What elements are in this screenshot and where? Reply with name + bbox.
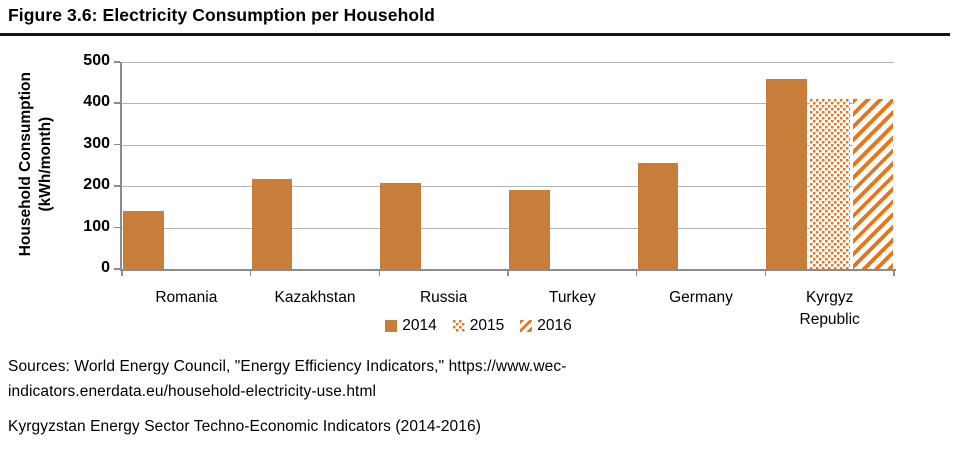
x-tick-mark-3 — [507, 271, 509, 276]
legend-item-2014: 2014 — [385, 317, 437, 335]
x-tick-mark-1 — [249, 271, 252, 276]
x-label-line: Kazakhstan — [274, 289, 356, 306]
x-label-line: Turkey — [548, 289, 596, 306]
x-tick-mark-0 — [121, 271, 123, 276]
legend-label-2014: 2014 — [402, 317, 437, 334]
legend-item-2015: 2015 — [452, 317, 505, 335]
y-tick-mark-200 — [114, 185, 120, 187]
y-tick-mark-400 — [114, 102, 120, 104]
source-line-2: indicators.enerdata.eu/household-electri… — [8, 383, 377, 400]
y-axis-line — [120, 62, 122, 271]
y-axis-title-line2: (kWh/month) — [37, 116, 54, 212]
y-tick-label-300: 300 — [83, 134, 110, 152]
x-label-line: Republic — [799, 310, 860, 328]
legend-label-2016: 2016 — [537, 317, 572, 334]
legend-swatch-2014 — [385, 320, 398, 332]
x-label-turkey: Turkey — [508, 287, 637, 309]
legend-swatch-2015 — [452, 320, 465, 332]
y-tick-mark-500 — [114, 61, 120, 63]
y-tick-label-500: 500 — [83, 52, 110, 69]
gridline-100 — [122, 227, 894, 229]
x-label-line: Romania — [155, 289, 218, 306]
x-label-kyrgyz-republic: Kyrgyz Republic — [765, 287, 894, 330]
y-tick-mark-300 — [114, 143, 120, 146]
y-tick-label-0: 0 — [101, 259, 110, 276]
x-label-russia: Russia — [379, 287, 508, 309]
source-line-1: Sources: World Energy Council, "Energy E… — [8, 358, 567, 375]
bar-2015-kyrgyz-republic — [809, 99, 851, 269]
gridline-300 — [122, 144, 894, 146]
title-underline — [0, 33, 950, 36]
figure-title: Figure 3.6: Electricity Consumption per … — [8, 5, 435, 25]
gridline-400 — [122, 103, 894, 105]
x-tick-mark-5 — [764, 271, 767, 276]
x-label-kazakhstan: Kazakhstan — [251, 287, 380, 309]
bar-2014-kyrgyz-republic — [766, 78, 807, 269]
x-tick-mark-2 — [378, 271, 381, 276]
bar-2014-romania — [123, 211, 164, 269]
y-tick-label-200: 200 — [83, 176, 110, 194]
bar-chart: Household Consumption (kWh/month) 0 100 20… — [0, 38, 957, 350]
bar-2014-kazakhstan — [251, 178, 293, 269]
bar-2014-turkey — [509, 189, 550, 269]
x-label-line: Germany — [669, 289, 733, 306]
legend-label-2015: 2015 — [469, 317, 505, 334]
y-tick-label-100: 100 — [83, 217, 110, 235]
y-axis-title-line1: Household Consumption — [16, 72, 34, 257]
bar-2014-germany — [637, 163, 679, 269]
gridline-200 — [122, 186, 894, 188]
legend: 2014 2015 2016 — [0, 317, 957, 335]
bar-2014-russia — [380, 183, 421, 269]
legend-swatch-2016 — [520, 320, 533, 332]
plot-area — [122, 62, 894, 269]
x-label-romania: Romania — [122, 287, 251, 309]
x-label-germany: Germany — [637, 287, 766, 309]
x-label-line: Kyrgyz — [805, 289, 854, 306]
bar-2016-kyrgyz-republic — [852, 99, 894, 269]
y-axis-title: Household Consumption (kWh/month) — [16, 52, 56, 276]
legend-item-2016: 2016 — [520, 317, 572, 335]
source-line-3: Kyrgyzstan Energy Sector Techno-Economic… — [8, 418, 481, 435]
gridline-500 — [122, 62, 894, 63]
x-label-line: Russia — [419, 289, 468, 306]
y-tick-mark-0 — [114, 268, 120, 270]
y-tick-label-400: 400 — [83, 93, 110, 111]
y-tick-mark-100 — [114, 226, 120, 229]
x-tick-mark-6 — [893, 271, 895, 276]
x-tick-mark-4 — [635, 271, 638, 276]
x-axis-line — [120, 269, 896, 271]
